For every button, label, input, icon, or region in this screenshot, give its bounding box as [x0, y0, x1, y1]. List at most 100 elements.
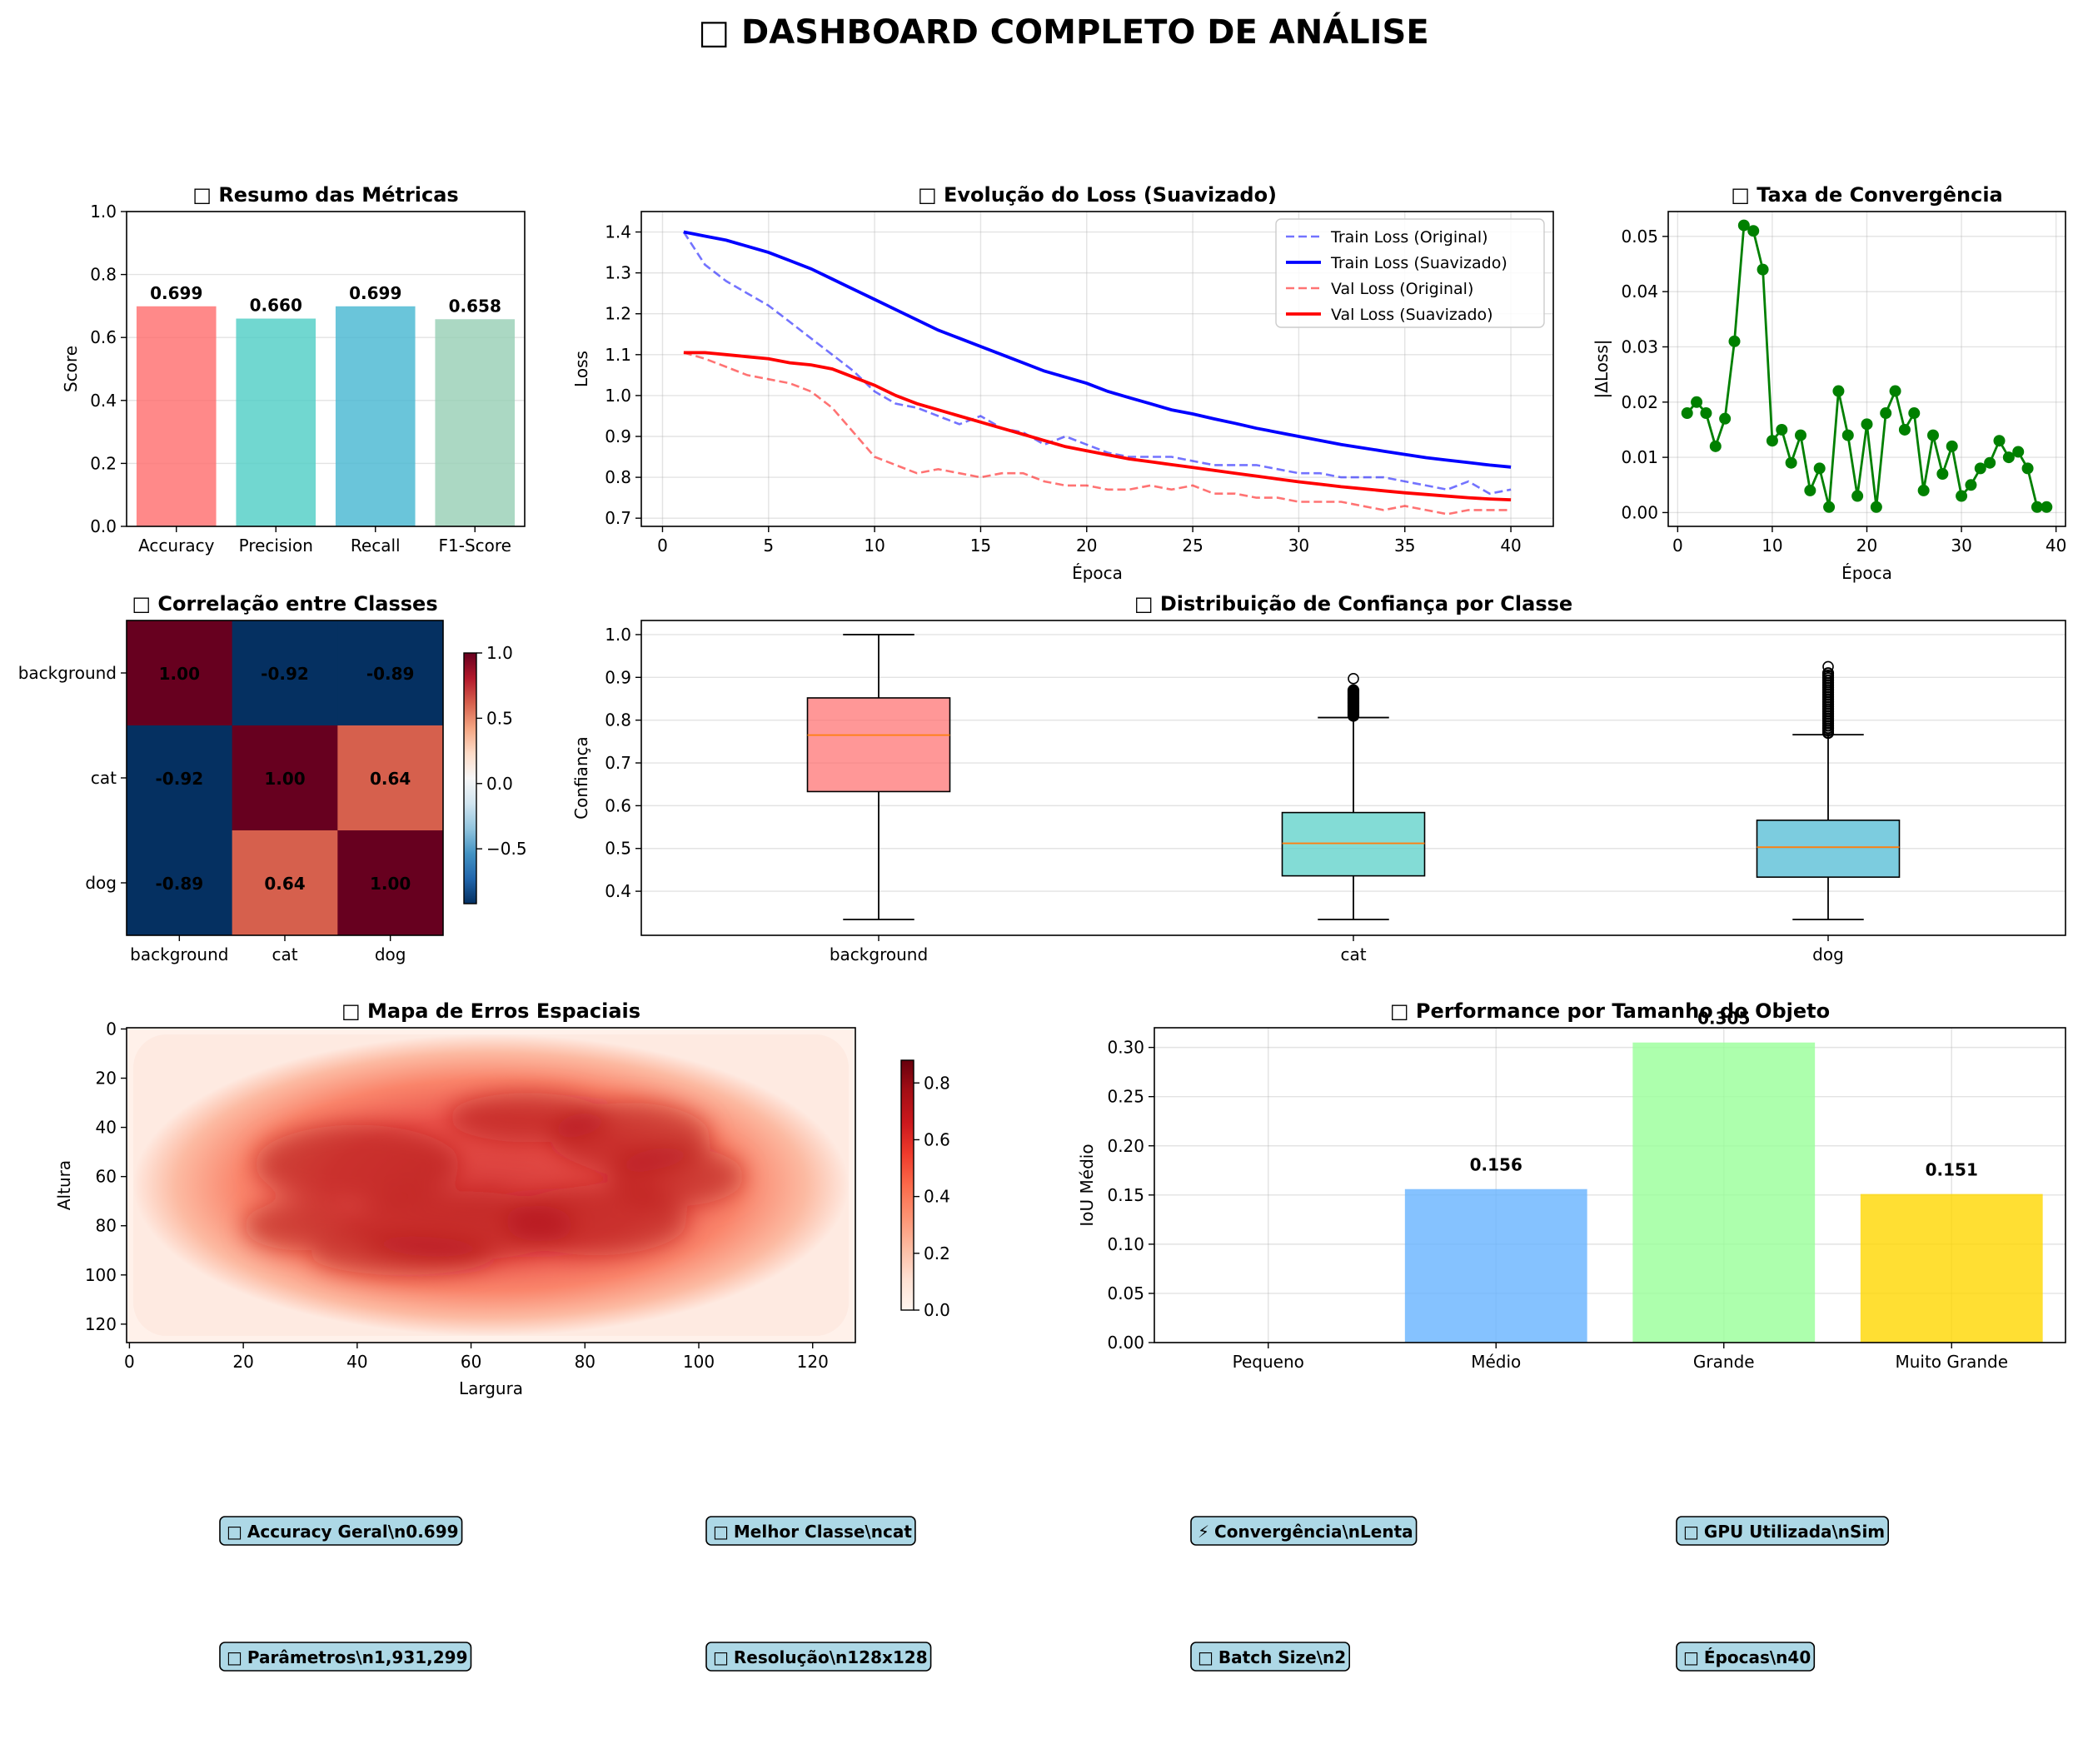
spatial-error-map: 0 20 40 60 80 100 120 0 20 40 60 80 100 120 □ Mapa de … — [54, 999, 950, 1398]
y-tick-label: 0.0 — [90, 516, 117, 536]
data-point — [1861, 418, 1873, 431]
y-tick-label: 0 — [106, 1019, 117, 1039]
info-box-icon: □ — [227, 1647, 242, 1667]
y-tick-label: 0.05 — [1107, 1283, 1144, 1303]
series-line — [683, 351, 1512, 501]
bar — [1860, 1193, 2043, 1343]
info-box-text: □ Épocas\n40 — [1683, 1647, 1811, 1667]
y-tick-label: 1.0 — [605, 386, 631, 406]
heatmap-cell — [127, 830, 233, 936]
data-point — [1728, 335, 1741, 347]
info-box-label: Convergência\nLenta — [1214, 1522, 1413, 1542]
x-tick-label: 40 — [346, 1352, 367, 1372]
x-tick-label: dog — [1812, 944, 1844, 964]
info-box-icon: □ — [1683, 1647, 1699, 1667]
data-point — [1841, 429, 1854, 441]
info-box-icon: □ — [713, 1522, 729, 1542]
heatmap-hotspots — [243, 1093, 745, 1275]
info-box-icon: □ — [713, 1647, 729, 1667]
info-box: □ GPU Utilizada\nSim — [1676, 1516, 1889, 1546]
y-tick-label: 0.04 — [1621, 282, 1658, 301]
x-tick-label: 35 — [1394, 536, 1415, 556]
info-box: □ Melhor Classe\ncat — [705, 1516, 916, 1546]
heatmap-cell — [127, 725, 233, 831]
x-tick-label: 60 — [461, 1352, 481, 1372]
y-tick-label: 0.03 — [1621, 336, 1658, 356]
data-point — [1691, 396, 1703, 408]
legend-box — [1275, 218, 1545, 328]
y-tick-label: 60 — [96, 1167, 117, 1187]
data-point — [2041, 501, 2053, 513]
data-point — [1709, 440, 1722, 452]
info-box: □ Batch Size\n2 — [1190, 1642, 1350, 1672]
colorbar-tick-label: 0.2 — [924, 1243, 950, 1263]
y-tick-label: 120 — [85, 1314, 117, 1334]
object-size-performance-chart: 0.00 0.05 0.10 0.15 0.20 0.25 0.30 Pequeno 0.156… — [1077, 999, 2066, 1372]
heatmap-hotspot — [243, 1201, 357, 1251]
axes-frame — [126, 1027, 856, 1343]
x-tick-label: F1-Score — [439, 536, 511, 556]
info-box-frame — [1676, 1642, 1816, 1672]
data-point — [2021, 462, 2034, 475]
colorbar-tick-label: 0.8 — [924, 1073, 950, 1093]
info-box: □ Parâmetros\n1,931,299 — [219, 1642, 472, 1672]
data-point — [1747, 225, 1760, 237]
cell-value-label: 1.00 — [264, 769, 305, 789]
bar — [1632, 1042, 1816, 1343]
legend-label: Train Loss (Original) — [1330, 228, 1488, 247]
x-axis-label: Época — [1841, 563, 1892, 583]
data-point — [1737, 219, 1750, 232]
data-point — [1965, 479, 1977, 491]
data-point — [1974, 462, 1986, 475]
info-box-icon: □ — [1683, 1522, 1699, 1542]
box-body — [1281, 811, 1426, 877]
axes-frame — [126, 211, 526, 527]
x-tick-label: 25 — [1182, 536, 1203, 556]
data-point — [1889, 385, 1901, 397]
heatmap-cell — [232, 725, 338, 831]
y-axis-label: Altura — [54, 1160, 74, 1210]
bar — [435, 319, 516, 526]
data-point — [1785, 456, 1797, 469]
info-box-frame — [1190, 1516, 1418, 1546]
y-tick-label: 0.9 — [605, 426, 631, 446]
y-tick-label: 0.5 — [605, 839, 631, 859]
outlier-point — [1348, 673, 1359, 685]
info-box: □ Accuracy Geral\n0.699 — [219, 1516, 463, 1546]
y-tick-label: 0.4 — [90, 391, 117, 411]
info-box-label: Resolução\n128x128 — [734, 1647, 928, 1667]
info-box-text: □ Accuracy Geral\n0.699 — [227, 1522, 459, 1542]
data-point — [1832, 385, 1845, 397]
outlier-point — [1822, 660, 1834, 673]
x-tick-label: 30 — [1288, 536, 1309, 556]
heatmap-cell — [337, 620, 444, 726]
y-tick-label: background — [18, 663, 117, 683]
bar — [236, 318, 316, 526]
colorbar-tick-label: 0.5 — [486, 708, 513, 728]
x-tick-label: Pequeno — [1233, 1352, 1304, 1372]
y-tick-label: 0.01 — [1621, 447, 1658, 467]
axes-frame — [640, 211, 1554, 527]
data-point — [2002, 451, 2015, 464]
chart-title: □ Resumo das Métricas — [192, 183, 458, 207]
chart-title: □ Evolução do Loss (Suavizado) — [918, 183, 1277, 207]
bar-value-label: 0.151 — [1926, 1160, 1978, 1180]
heatmap-cell — [337, 830, 444, 936]
x-tick-label: Médio — [1471, 1352, 1521, 1372]
x-tick-label: 20 — [1856, 536, 1877, 556]
x-tick-label: Precision — [239, 536, 313, 556]
heatmap-field — [133, 1034, 849, 1336]
series-line — [683, 351, 1512, 516]
x-tick-label: Accuracy — [138, 536, 214, 556]
heatmap-cell — [232, 620, 338, 726]
y-tick-label: 0.4 — [605, 881, 631, 901]
y-tick-label: 0.2 — [90, 453, 117, 473]
data-point — [1851, 490, 1864, 502]
colorbar-tick-label: 1.0 — [486, 643, 513, 663]
x-tick-label: 0 — [657, 536, 668, 556]
info-boxes: □ Accuracy Geral\n0.699 □ Melhor Classe\nca… — [219, 1516, 1889, 1672]
x-tick-label: 120 — [797, 1352, 829, 1372]
x-tick-label: 30 — [1951, 536, 1971, 556]
y-tick-label: 1.0 — [605, 625, 631, 645]
bar — [136, 306, 217, 526]
